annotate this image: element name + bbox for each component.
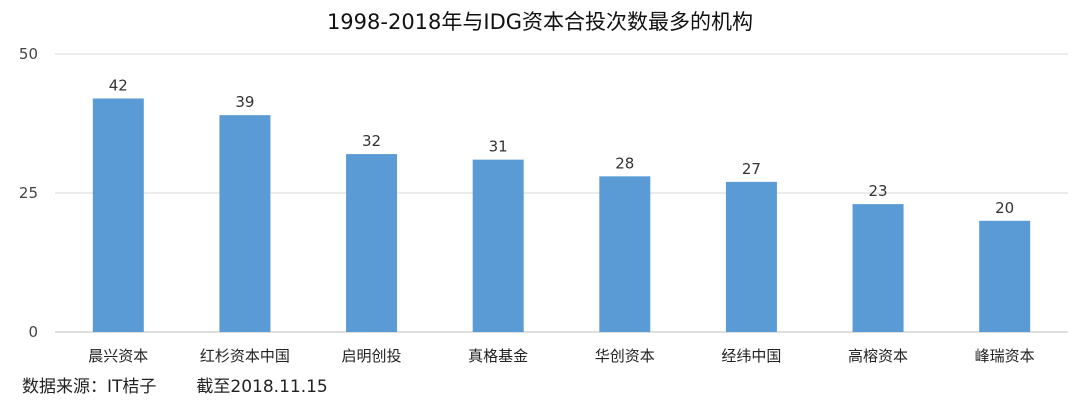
bar xyxy=(346,154,398,332)
category-label: 红杉资本中国 xyxy=(200,347,290,365)
footer: 数据来源：IT桔子 截至2018.11.15 xyxy=(22,372,328,397)
bar xyxy=(599,176,651,332)
bar xyxy=(219,115,271,332)
category-label: 启明创投 xyxy=(342,347,402,365)
gridlines xyxy=(55,53,1068,333)
category-label: 经纬中国 xyxy=(721,347,781,365)
bar xyxy=(92,98,144,332)
cutoff-date: 截至2018.11.15 xyxy=(196,377,328,397)
bar xyxy=(472,159,524,332)
data-label: 39 xyxy=(235,93,254,111)
category-label: 晨兴资本 xyxy=(88,347,148,365)
category-label: 真格基金 xyxy=(468,347,528,365)
bar xyxy=(725,181,777,332)
bar xyxy=(852,204,904,332)
data-label: 20 xyxy=(995,199,1014,217)
y-tick-label: 0 xyxy=(28,323,38,341)
data-label: 32 xyxy=(362,132,381,150)
data-label: 27 xyxy=(742,160,761,178)
source-note: 数据来源：IT桔子 xyxy=(22,377,157,397)
labels: 0 25 50 42 晨兴资本 39 红杉资本中国 32 启明创投 31 真格基金 28 华创资本 27 经… xyxy=(19,45,1035,365)
y-tick-label: 25 xyxy=(19,184,38,202)
category-label: 峰瑞资本 xyxy=(975,347,1035,365)
data-label: 28 xyxy=(615,154,634,172)
category-label: 华创资本 xyxy=(595,347,655,365)
category-label: 高榕资本 xyxy=(848,347,908,365)
chart-title: 1998-2018年与IDG资本合投次数最多的机构 xyxy=(326,10,754,34)
data-label: 23 xyxy=(869,182,888,200)
data-label: 31 xyxy=(489,138,508,156)
y-tick-label: 50 xyxy=(19,45,38,63)
data-label: 42 xyxy=(109,76,128,94)
bars xyxy=(92,98,1031,332)
bar xyxy=(979,220,1031,332)
